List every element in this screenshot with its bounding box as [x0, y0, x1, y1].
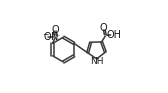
Text: O: O [100, 23, 108, 33]
Text: NH: NH [90, 57, 104, 66]
Text: −: − [42, 30, 49, 39]
Text: O: O [43, 32, 51, 42]
Text: O: O [51, 25, 59, 35]
Text: N: N [51, 32, 59, 42]
Text: OH: OH [106, 30, 121, 40]
Text: +: + [54, 33, 60, 38]
